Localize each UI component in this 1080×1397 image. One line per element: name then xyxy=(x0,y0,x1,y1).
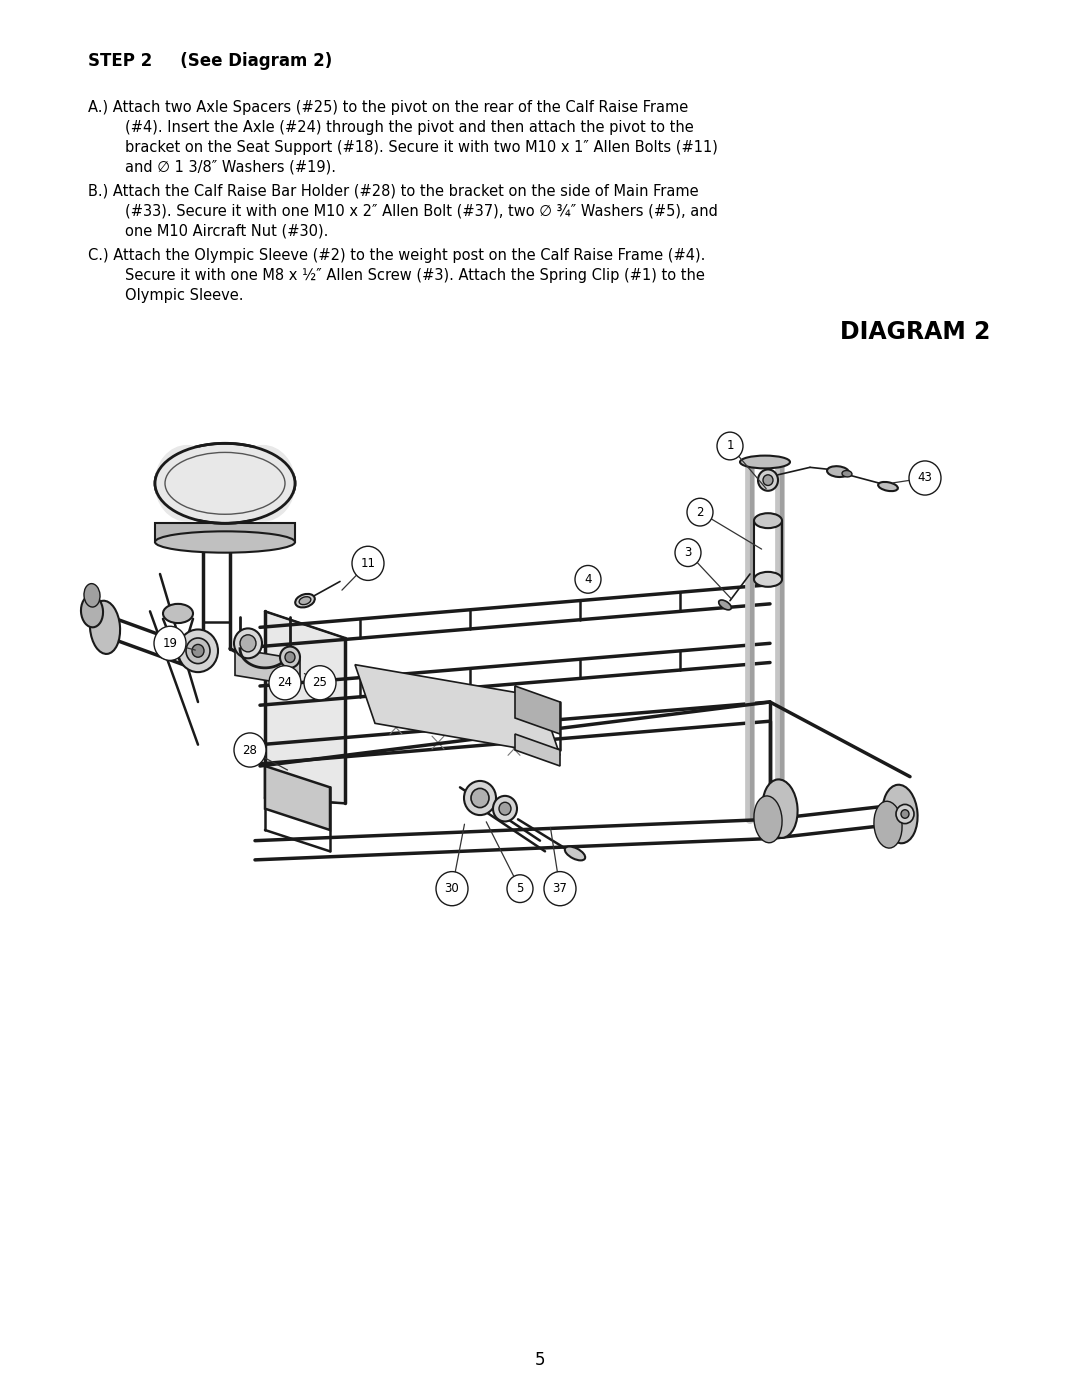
Circle shape xyxy=(154,626,186,661)
Text: (See Diagram 2): (See Diagram 2) xyxy=(163,52,333,70)
Text: Secure it with one M8 x ½″ Allen Screw (#3). Attach the Spring Clip (#1) to the: Secure it with one M8 x ½″ Allen Screw (… xyxy=(87,268,705,284)
Text: 1: 1 xyxy=(726,440,733,453)
Circle shape xyxy=(303,666,336,700)
Polygon shape xyxy=(265,766,330,830)
Ellipse shape xyxy=(154,444,219,521)
Circle shape xyxy=(901,810,909,819)
Ellipse shape xyxy=(878,482,897,492)
Text: 28: 28 xyxy=(243,743,257,757)
Circle shape xyxy=(896,805,914,824)
Circle shape xyxy=(499,802,511,814)
Ellipse shape xyxy=(156,443,295,524)
Text: and ∅ 1 3/8″ Washers (#19).: and ∅ 1 3/8″ Washers (#19). xyxy=(87,161,336,175)
Circle shape xyxy=(675,539,701,567)
Circle shape xyxy=(280,647,300,668)
Circle shape xyxy=(186,638,210,664)
Ellipse shape xyxy=(842,471,852,476)
Circle shape xyxy=(178,630,218,672)
Circle shape xyxy=(352,546,384,580)
Circle shape xyxy=(471,788,489,807)
Text: B.) Attach the Calf Raise Bar Holder (#28) to the bracket on the side of Main Fr: B.) Attach the Calf Raise Bar Holder (#2… xyxy=(87,184,699,198)
Circle shape xyxy=(492,796,517,821)
Text: A.) Attach two Axle Spacers (#25) to the pivot on the rear of the Calf Raise Fra: A.) Attach two Axle Spacers (#25) to the… xyxy=(87,101,688,115)
Ellipse shape xyxy=(874,802,902,848)
Circle shape xyxy=(436,872,468,905)
Text: 30: 30 xyxy=(445,882,459,895)
Text: (#33). Secure it with one M10 x 2″ Allen Bolt (#37), two ∅ ¾″ Washers (#5), and: (#33). Secure it with one M10 x 2″ Allen… xyxy=(87,204,718,219)
Circle shape xyxy=(192,644,204,657)
Text: bracket on the Seat Support (#18). Secure it with two M10 x 1″ Allen Bolts (#11): bracket on the Seat Support (#18). Secur… xyxy=(87,140,718,155)
Polygon shape xyxy=(265,612,345,803)
Ellipse shape xyxy=(163,604,193,623)
Text: 19: 19 xyxy=(162,637,177,650)
Circle shape xyxy=(464,781,496,814)
Text: DIAGRAM 2: DIAGRAM 2 xyxy=(839,320,990,344)
Circle shape xyxy=(575,566,600,594)
Polygon shape xyxy=(515,733,561,766)
Text: one M10 Aircraft Nut (#30).: one M10 Aircraft Nut (#30). xyxy=(87,224,328,239)
Ellipse shape xyxy=(156,531,295,553)
Circle shape xyxy=(758,469,778,490)
Circle shape xyxy=(234,733,266,767)
Circle shape xyxy=(762,475,773,486)
Ellipse shape xyxy=(762,780,798,838)
Circle shape xyxy=(544,872,576,905)
Circle shape xyxy=(507,875,534,902)
Circle shape xyxy=(234,629,262,658)
Ellipse shape xyxy=(882,785,918,844)
Text: 37: 37 xyxy=(553,882,567,895)
Circle shape xyxy=(909,461,941,495)
Ellipse shape xyxy=(718,599,731,610)
Text: 43: 43 xyxy=(918,472,932,485)
Text: 3: 3 xyxy=(685,546,691,559)
Circle shape xyxy=(285,652,295,662)
Ellipse shape xyxy=(295,594,314,608)
Ellipse shape xyxy=(740,455,789,468)
Ellipse shape xyxy=(754,796,782,842)
Circle shape xyxy=(240,634,256,652)
Text: 5: 5 xyxy=(516,882,524,895)
Circle shape xyxy=(687,499,713,527)
Text: 25: 25 xyxy=(312,676,327,689)
Circle shape xyxy=(269,666,301,700)
Text: STEP 2: STEP 2 xyxy=(87,52,152,70)
Text: 4: 4 xyxy=(584,573,592,585)
Ellipse shape xyxy=(565,847,585,861)
Ellipse shape xyxy=(230,444,296,521)
Ellipse shape xyxy=(81,595,103,627)
Ellipse shape xyxy=(90,601,120,654)
Ellipse shape xyxy=(754,571,782,587)
Polygon shape xyxy=(355,665,561,756)
Text: 11: 11 xyxy=(361,557,376,570)
Circle shape xyxy=(717,432,743,460)
Text: 5: 5 xyxy=(535,1351,545,1369)
Text: C.) Attach the Olympic Sleeve (#2) to the weight post on the Calf Raise Frame (#: C.) Attach the Olympic Sleeve (#2) to th… xyxy=(87,249,705,263)
Polygon shape xyxy=(156,522,295,542)
Ellipse shape xyxy=(827,467,849,476)
Text: 2: 2 xyxy=(697,506,704,518)
Text: (#4). Insert the Axle (#24) through the pivot and then attach the pivot to the: (#4). Insert the Axle (#24) through the … xyxy=(87,120,693,136)
Text: Olympic Sleeve.: Olympic Sleeve. xyxy=(87,288,243,303)
Ellipse shape xyxy=(84,584,100,608)
Ellipse shape xyxy=(299,597,311,605)
Text: 24: 24 xyxy=(278,676,293,689)
Ellipse shape xyxy=(754,513,782,528)
Polygon shape xyxy=(235,648,300,686)
Polygon shape xyxy=(515,686,561,733)
